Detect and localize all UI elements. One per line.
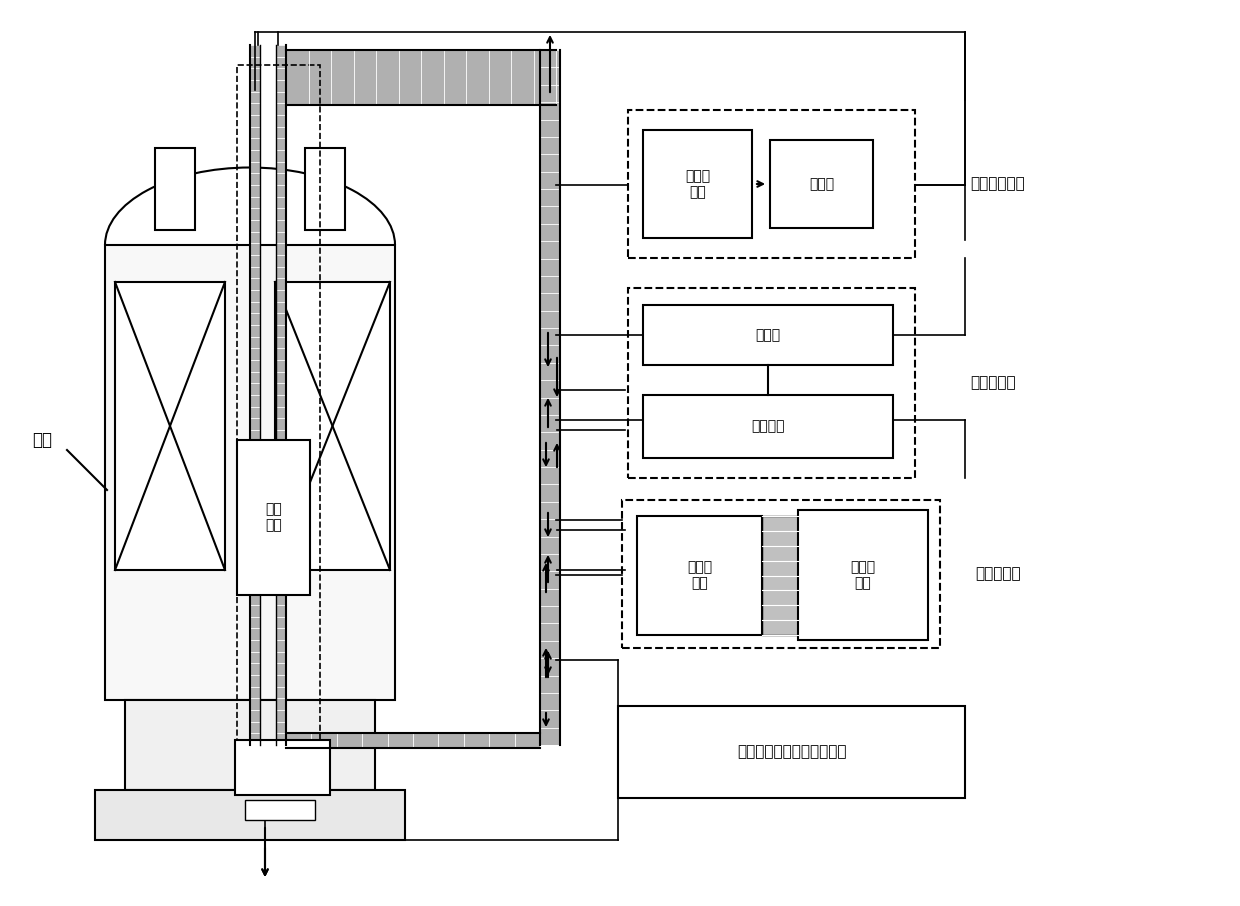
Text: 保护气: 保护气	[808, 177, 835, 191]
Text: 气流控
制器: 气流控 制器	[684, 169, 711, 199]
Bar	[618, 706, 965, 798]
Bar	[539, 50, 560, 745]
Bar	[95, 790, 405, 840]
Bar	[125, 700, 374, 790]
Text: 核磁共振谱仪及控制计算机: 核磁共振谱仪及控制计算机	[737, 745, 846, 759]
Bar	[237, 440, 310, 595]
Bar	[627, 288, 915, 478]
Bar	[622, 500, 940, 648]
Bar	[237, 65, 320, 745]
Text: 高温
探头: 高温 探头	[265, 503, 281, 533]
Bar	[286, 50, 556, 105]
Text: 冷却子系统: 冷却子系统	[975, 566, 1021, 582]
Bar	[155, 148, 195, 230]
Bar	[305, 148, 345, 230]
Text: 冷却循
环泵: 冷却循 环泵	[851, 560, 875, 590]
Bar	[250, 45, 260, 745]
Bar	[644, 130, 751, 238]
Bar	[763, 516, 799, 635]
Bar	[799, 510, 928, 640]
Bar	[770, 140, 873, 228]
Bar	[105, 245, 396, 700]
Bar	[277, 45, 286, 745]
Text: 温控件: 温控件	[755, 328, 780, 342]
Text: 保护气子系统: 保护气子系统	[970, 177, 1024, 191]
Text: 水流监
控器: 水流监 控器	[687, 561, 712, 591]
Bar	[246, 800, 315, 820]
Text: 直流电源: 直流电源	[751, 419, 785, 433]
Text: 温控子系统: 温控子系统	[970, 375, 1016, 390]
Bar	[115, 282, 224, 570]
Bar	[286, 733, 539, 748]
Bar	[644, 305, 893, 365]
Bar	[275, 282, 391, 570]
Bar	[627, 110, 915, 258]
Text: 磁体: 磁体	[32, 431, 52, 449]
Bar	[637, 516, 763, 635]
Bar	[644, 395, 893, 458]
Bar	[236, 740, 330, 795]
